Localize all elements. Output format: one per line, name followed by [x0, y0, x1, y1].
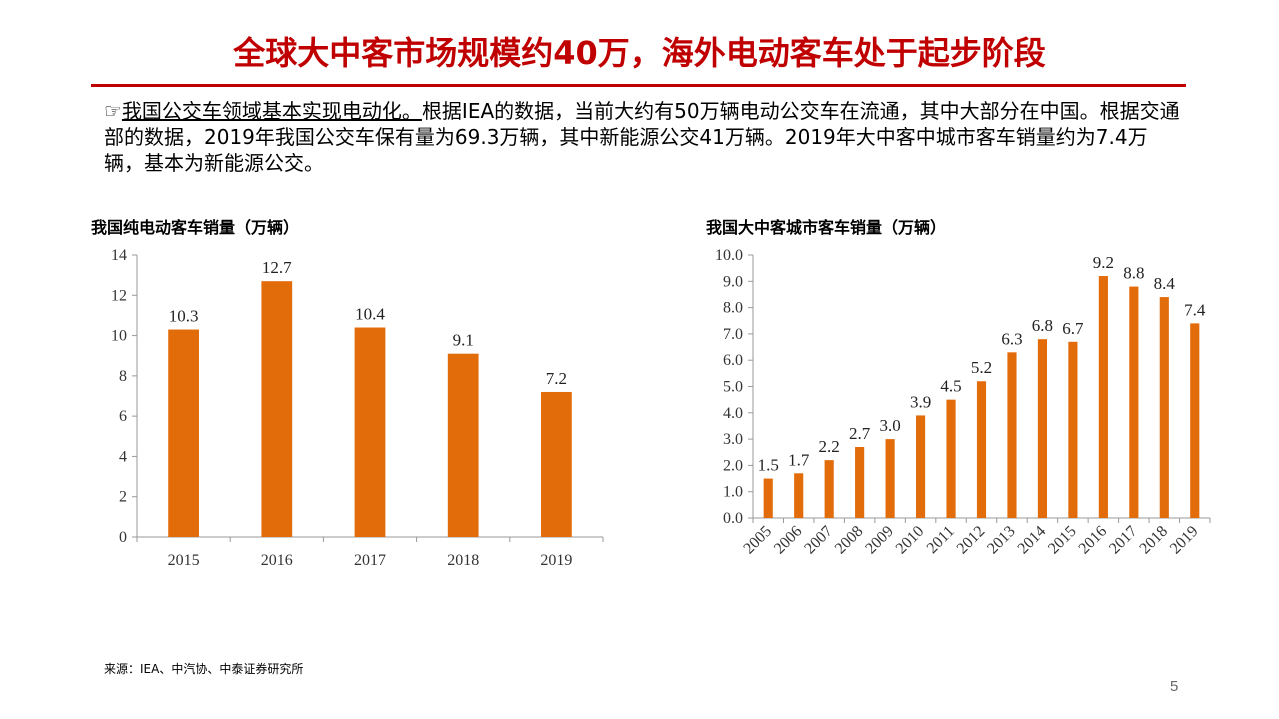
chart1-bar — [261, 281, 293, 537]
chart2-data-label: 3.9 — [910, 392, 931, 411]
chart1-x-tick-label: 2016 — [261, 552, 293, 569]
chart1-bar — [168, 329, 199, 537]
chart2-y-tick-label: 3.0 — [723, 431, 743, 448]
chart1-bev-bus-sales: 0 2 4 6 8 10 12 14 10.3 2015 12.7 2016 10.4 2017 9.1 20… — [111, 247, 604, 569]
chart2-bar — [794, 473, 804, 518]
chart2-data-label: 5.2 — [971, 358, 992, 377]
chart2-data-label: 1.7 — [788, 450, 810, 469]
chart2-data-label: 8.8 — [1123, 264, 1144, 283]
chart2-x-tick-label: 2017 — [1106, 523, 1141, 558]
chart2-x-tick-label: 2015 — [1045, 523, 1080, 558]
chart2-x-tick-label: 2011 — [924, 523, 958, 557]
chart2-y-tick-label: 7.0 — [723, 326, 743, 343]
chart1-y-tick-label: 14 — [111, 247, 127, 264]
chart2-x-tick-label: 2008 — [832, 523, 867, 558]
chart2-bar — [915, 415, 926, 518]
chart2-x-tick-label: 2005 — [740, 523, 775, 558]
chart2-city-bus-sales: 0.0 1.0 2.0 3.0 4.0 5.0 6.0 7.0 8.0 9.0 10.0 1.5 200… — [715, 247, 1211, 558]
chart2-bar — [763, 478, 773, 518]
chart1-x-tick-label: 2019 — [540, 552, 572, 569]
chart2-data-label: 9.2 — [1093, 253, 1114, 272]
chart2-y-tick-label: 5.0 — [723, 379, 743, 396]
chart2-data-label: 2.7 — [849, 424, 871, 443]
chart1-data-label: 12.7 — [262, 258, 292, 277]
chart1-x-tick-label: 2018 — [447, 552, 479, 569]
chart2-bar — [1037, 339, 1048, 518]
chart2-x-tick-label: 2010 — [893, 523, 928, 558]
chart1-data-label: 7.2 — [546, 369, 567, 388]
chart2-bar — [976, 381, 987, 518]
chart1-x-tick-label: 2017 — [354, 552, 386, 569]
chart2-bar — [1098, 276, 1108, 518]
chart1-title: 我国纯电动客车销量（万辆） — [91, 218, 300, 237]
page-title: 全球大中客市场规模约40万，海外电动客车处于起步阶段 — [233, 34, 1046, 72]
chart1-x-tick-label: 2015 — [168, 552, 200, 569]
chart2-data-label: 2.2 — [819, 437, 840, 456]
pointing-hand-icon: ☞ — [104, 99, 122, 123]
chart2-x-tick-label: 2014 — [1015, 523, 1050, 558]
chart2-data-label: 8.4 — [1154, 274, 1176, 293]
chart1-bar — [354, 327, 386, 537]
chart1-data-label: 10.4 — [355, 305, 385, 324]
source-note: 来源：IEA、中汽协、中泰证券研究所 — [104, 662, 304, 676]
chart1-y-tick-label: 2 — [119, 489, 127, 506]
chart1-bar — [447, 353, 479, 537]
chart2-data-label: 3.0 — [879, 416, 900, 435]
chart1-y-tick-label: 4 — [119, 448, 127, 465]
chart2-title: 我国大中客城市客车销量（万辆） — [706, 218, 947, 237]
title-divider — [91, 84, 1186, 87]
chart1-bar — [541, 391, 572, 537]
chart2-y-tick-label: 6.0 — [723, 352, 743, 369]
chart1-y-tick-label: 0 — [119, 529, 127, 546]
chart1-y-tick-label: 10 — [111, 328, 127, 345]
chart2-x-tick-label: 2016 — [1076, 523, 1111, 558]
chart2-bar — [824, 460, 834, 518]
chart2-x-tick-label: 2012 — [954, 523, 989, 558]
chart2-bar — [1190, 323, 1200, 518]
chart2-data-label: 6.3 — [1001, 329, 1022, 348]
intro-text: 根据IEA的数据，当前大约有50万辆电动公交车在流通，其中大部分在中国。根据交通… — [104, 99, 1180, 175]
chart2-x-tick-label: 2006 — [771, 523, 806, 558]
page-number: 5 — [1170, 678, 1179, 695]
chart2-bar — [885, 439, 895, 518]
chart2-data-label: 6.8 — [1032, 316, 1053, 335]
chart2-data-label: 6.7 — [1062, 319, 1084, 338]
chart1-y-tick-label: 8 — [119, 368, 127, 385]
chart2-bar — [1007, 352, 1017, 518]
intro-paragraph: ☞我国公交车领域基本实现电动化。根据IEA的数据，当前大约有50万辆电动公交车在… — [104, 98, 1184, 176]
chart2-bar — [1129, 286, 1139, 518]
chart2-y-tick-label: 0.0 — [723, 510, 743, 527]
chart1-data-label: 10.3 — [169, 307, 199, 326]
intro-highlight: 我国公交车领域基本实现电动化。 — [121, 99, 422, 123]
chart2-data-label: 7.4 — [1184, 300, 1206, 319]
chart1-y-tick-label: 12 — [111, 287, 127, 304]
chart2-y-tick-label: 10.0 — [715, 247, 743, 264]
chart2-y-tick-label: 2.0 — [723, 457, 743, 474]
chart2-y-tick-label: 1.0 — [723, 484, 743, 501]
chart2-y-tick-label: 8.0 — [723, 300, 743, 317]
chart2-data-label: 1.5 — [758, 456, 779, 475]
chart2-y-tick-label: 9.0 — [723, 273, 743, 290]
chart2-x-tick-label: 2018 — [1136, 523, 1171, 558]
chart2-x-tick-label: 2007 — [801, 523, 836, 558]
chart1-data-label: 9.1 — [453, 331, 474, 350]
chart2-bar — [1159, 297, 1169, 518]
chart2-x-tick-label: 2019 — [1167, 523, 1202, 558]
chart2-data-label: 4.5 — [940, 377, 961, 396]
chart2-x-tick-label: 2009 — [862, 523, 897, 558]
chart2-x-tick-label: 2013 — [984, 523, 1019, 558]
chart2-bar — [855, 446, 865, 518]
chart2-bar — [946, 399, 956, 518]
chart2-y-tick-label: 4.0 — [723, 405, 743, 422]
chart2-bar — [1068, 341, 1078, 518]
chart1-y-tick-label: 6 — [119, 408, 127, 425]
